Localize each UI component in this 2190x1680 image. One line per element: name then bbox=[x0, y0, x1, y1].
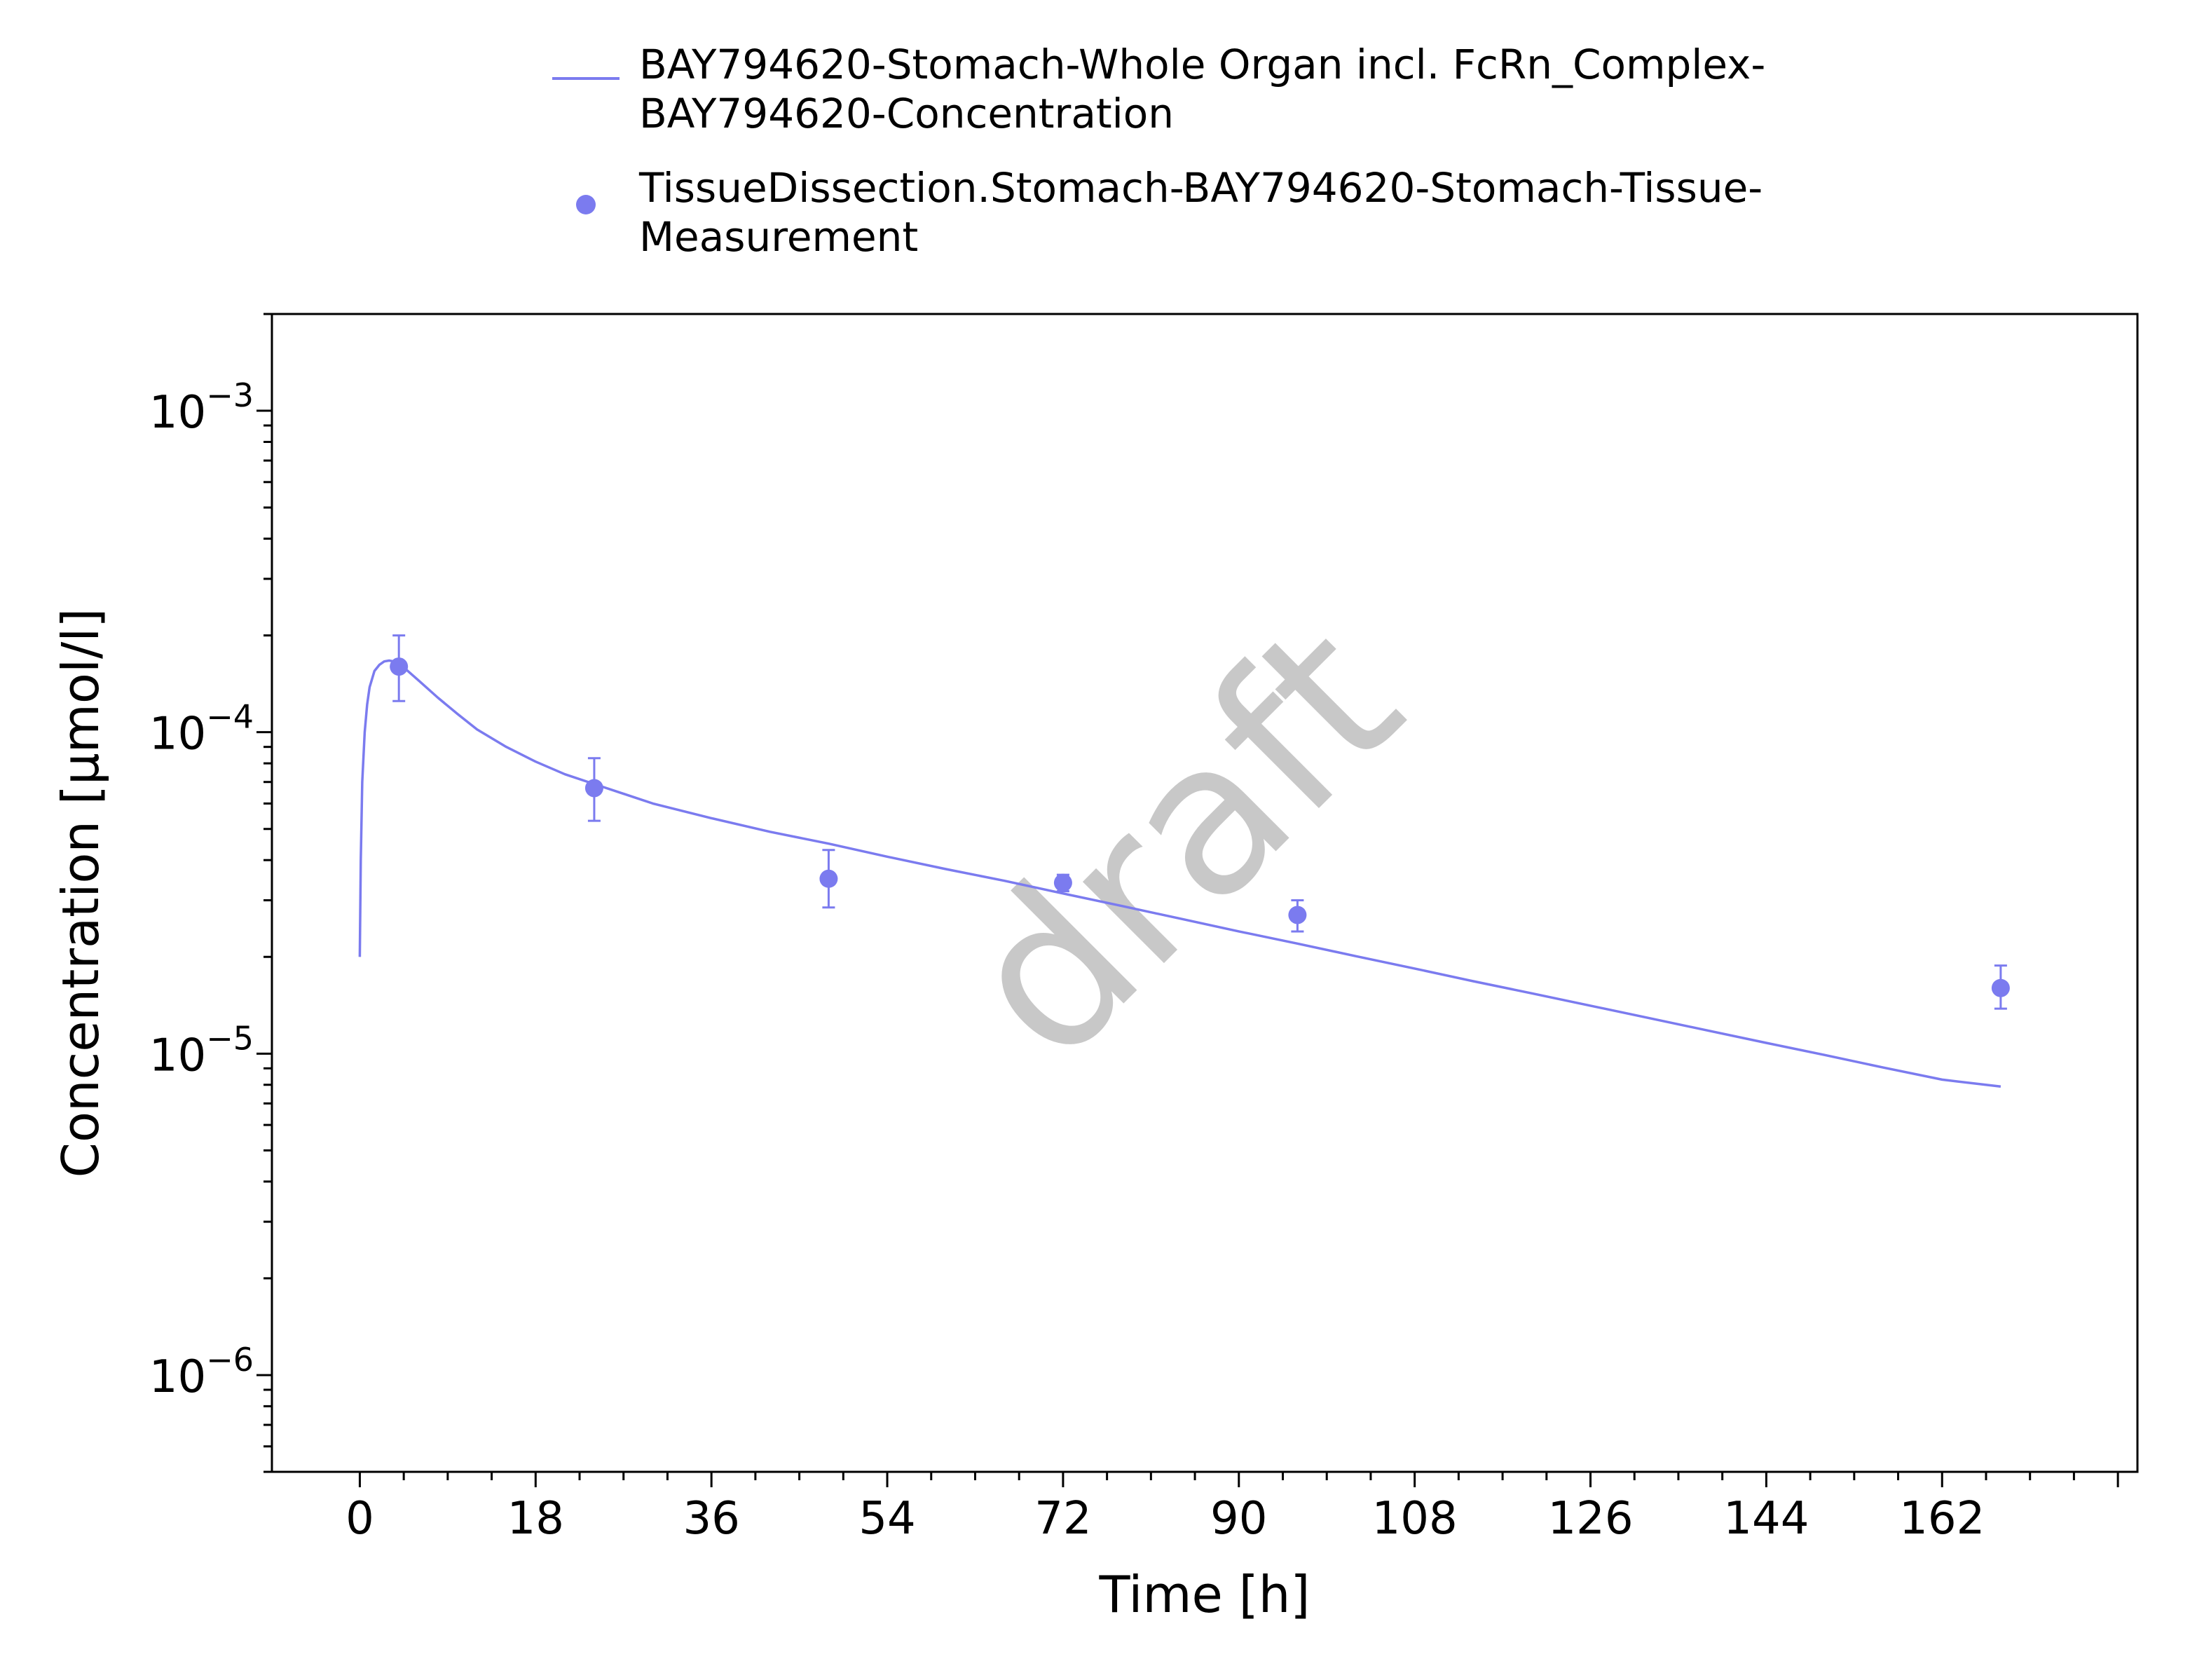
x-tick-label: 36 bbox=[683, 1493, 739, 1545]
x-tick-label: 90 bbox=[1210, 1493, 1267, 1545]
x-tick-label: 108 bbox=[1372, 1493, 1458, 1545]
y-tick-label: 10−6 bbox=[149, 1341, 254, 1403]
x-tick-label: 0 bbox=[345, 1493, 374, 1545]
data-point bbox=[1053, 873, 1072, 892]
data-point bbox=[819, 869, 838, 888]
legend-entry-line-2: BAY794620-Concentration bbox=[639, 90, 1174, 137]
y-tick-label-exponent: −3 bbox=[206, 376, 254, 414]
data-point bbox=[1288, 906, 1307, 924]
plot-frame bbox=[271, 313, 2139, 1473]
data-point bbox=[1991, 978, 2010, 997]
x-tick-label: 162 bbox=[1899, 1493, 1985, 1545]
legend-entry-marker-1: TissueDissection.Stomach-BAY794620-Stoma… bbox=[638, 164, 1763, 212]
plot-area bbox=[358, 634, 2010, 1088]
legend-entry-line-1: BAY794620-Stomach-Whole Organ incl. FcRn… bbox=[639, 41, 1765, 88]
y-tick-label-exponent: −4 bbox=[206, 698, 254, 736]
x-tick-label: 144 bbox=[1723, 1493, 1809, 1545]
x-axis-label: Time [h] bbox=[1099, 1565, 1310, 1624]
x-tick-label: 54 bbox=[858, 1493, 915, 1545]
data-point bbox=[584, 779, 603, 798]
y-tick-label-exponent: −5 bbox=[206, 1019, 254, 1057]
x-tick-label: 126 bbox=[1547, 1493, 1633, 1545]
x-tick-label: 18 bbox=[507, 1493, 564, 1545]
simulation-line bbox=[358, 659, 2001, 1088]
y-tick-label: 10−5 bbox=[149, 1019, 254, 1081]
legend-entry-marker-2: Measurement bbox=[639, 213, 918, 261]
y-tick-label-exponent: −6 bbox=[206, 1341, 254, 1379]
data-point bbox=[390, 657, 409, 676]
x-axis: 0 18 36 54 72 90 108 126 144 162 bbox=[345, 1472, 2119, 1545]
x-tick-label: 72 bbox=[1034, 1493, 1091, 1545]
y-tick-label-base: 10 bbox=[149, 709, 206, 760]
y-tick-label: 10−3 bbox=[149, 376, 254, 439]
y-tick-label-base: 10 bbox=[149, 387, 206, 439]
y-axis-label: Concentration [µmol/l] bbox=[51, 608, 110, 1178]
legend: BAY794620-Stomach-Whole Organ incl. FcRn… bbox=[552, 41, 1765, 261]
y-tick-label-base: 10 bbox=[149, 1030, 206, 1081]
legend-marker-swatch bbox=[576, 195, 596, 214]
y-tick-label: 10−4 bbox=[149, 698, 254, 760]
y-axis: 10−610−510−410−3 bbox=[149, 313, 272, 1473]
y-tick-label-base: 10 bbox=[149, 1351, 206, 1403]
